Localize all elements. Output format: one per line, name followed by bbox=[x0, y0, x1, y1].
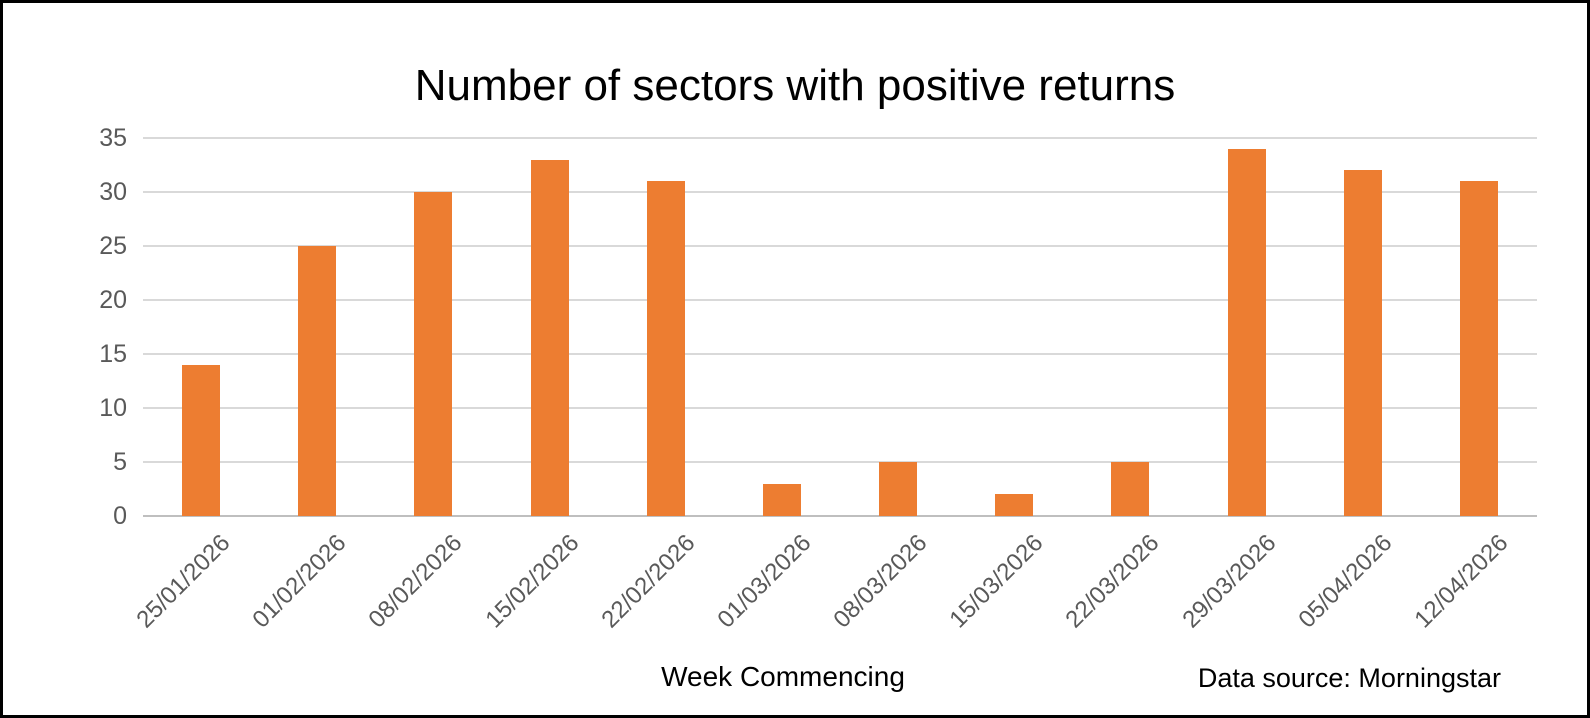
bar bbox=[762, 483, 801, 516]
x-tick-label: 01/03/2026 bbox=[712, 529, 817, 634]
x-axis-tick-labels: 25/01/2026 01/02/2026 08/02/2026 15/02/2026… bbox=[131, 516, 1537, 656]
x-tick-label: 22/02/2026 bbox=[596, 529, 701, 634]
bar bbox=[530, 159, 569, 516]
gridline bbox=[143, 407, 1537, 409]
chart-title: Number of sectors with positive returns bbox=[414, 61, 1176, 110]
x-axis-line bbox=[143, 515, 1537, 517]
y-tick-label: 25 bbox=[99, 232, 127, 260]
y-tick-label: 20 bbox=[99, 286, 127, 314]
bar bbox=[1227, 148, 1266, 516]
bar bbox=[879, 462, 918, 516]
bar bbox=[646, 181, 685, 516]
y-axis-tick-labels: 0 5 10 15 20 25 30 35 bbox=[3, 3, 127, 715]
x-tick-label: 22/03/2026 bbox=[1060, 529, 1165, 634]
x-tick-label: 05/04/2026 bbox=[1293, 529, 1398, 634]
gridline bbox=[143, 353, 1537, 355]
y-tick-label: 35 bbox=[99, 124, 127, 152]
y-tick-label: 5 bbox=[113, 448, 127, 476]
bar bbox=[1343, 170, 1382, 516]
bar bbox=[182, 364, 221, 516]
gridline bbox=[143, 245, 1537, 247]
x-tick-label: 12/04/2026 bbox=[1409, 529, 1514, 634]
gridline bbox=[143, 299, 1537, 301]
y-tick-label: 0 bbox=[113, 502, 127, 530]
x-tick-label: 15/02/2026 bbox=[479, 529, 584, 634]
x-tick-label: 29/03/2026 bbox=[1176, 529, 1281, 634]
bar bbox=[995, 494, 1034, 516]
y-tick-label: 10 bbox=[99, 394, 127, 422]
plot-area bbox=[143, 137, 1537, 517]
x-tick-label: 08/03/2026 bbox=[828, 529, 933, 634]
gridline bbox=[143, 191, 1537, 193]
x-tick-label: 15/03/2026 bbox=[944, 529, 1049, 634]
y-tick-label: 30 bbox=[99, 178, 127, 206]
x-tick-label: 01/02/2026 bbox=[247, 529, 352, 634]
bar bbox=[1111, 462, 1150, 516]
x-tick-label: 08/02/2026 bbox=[363, 529, 468, 634]
bar bbox=[1459, 181, 1498, 516]
bar bbox=[414, 192, 453, 516]
gridline bbox=[143, 461, 1537, 463]
gridline bbox=[143, 137, 1537, 139]
data-source-note: Data source: Morningstar bbox=[1197, 663, 1501, 693]
bar bbox=[298, 246, 337, 516]
x-axis-title: Week Commencing bbox=[661, 661, 905, 692]
y-tick-label: 15 bbox=[99, 340, 127, 368]
